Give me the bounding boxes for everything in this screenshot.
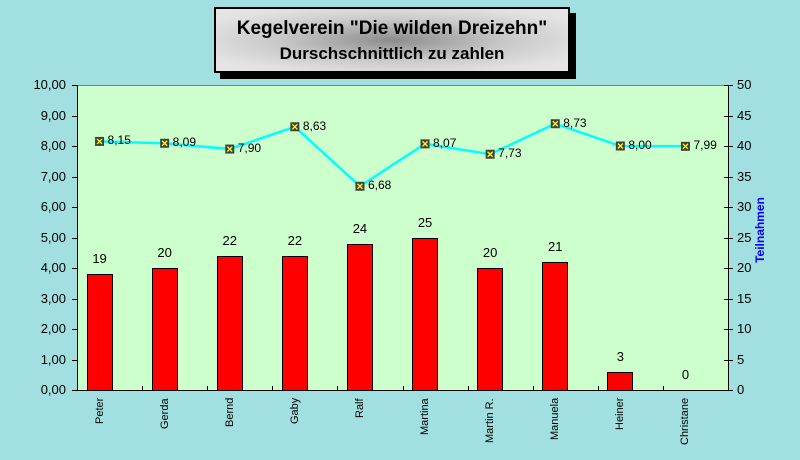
x-axis-tick [272, 386, 274, 390]
line-value-label: 6,68 [367, 178, 392, 193]
left-axis-tick [72, 176, 77, 178]
x-axis-tick [467, 386, 469, 390]
line-value-label: 7,73 [498, 146, 522, 161]
x-axis-tick [207, 386, 209, 390]
line-value-label: 7,99 [693, 138, 717, 153]
left-axis-label: 4,00 [40, 260, 66, 275]
x-axis-tick [532, 386, 534, 390]
left-axis-tick [72, 359, 77, 361]
bar-value-label: 25 [417, 214, 433, 230]
bar [216, 255, 243, 391]
right-axis-label: 30 [737, 199, 752, 214]
plot-area [77, 85, 728, 391]
bar [542, 261, 569, 391]
bar-value-label: 21 [548, 238, 563, 254]
line-value-label: 7,90 [237, 141, 262, 156]
left-axis-label: 5,00 [40, 229, 66, 245]
bar-value-label: 0 [681, 367, 690, 382]
left-axis-tick [72, 85, 77, 86]
right-axis-label: 15 [737, 290, 752, 306]
left-axis-tick [72, 329, 77, 330]
bar [477, 268, 504, 391]
right-axis-label: 35 [737, 168, 752, 184]
line-value-label: 8,15 [107, 133, 131, 148]
right-axis-label: 5 [737, 351, 745, 367]
bar-value-label: 22 [287, 232, 303, 248]
right-axis-label: 40 [737, 138, 752, 153]
left-axis-label: 0,00 [40, 382, 66, 397]
right-axis-tick [724, 237, 733, 239]
right-axis-tick [724, 146, 733, 147]
line-value-label: 8,73 [563, 115, 587, 130]
right-axis-tick [724, 359, 733, 361]
left-axis-label: 1,00 [40, 351, 66, 367]
x-axis-tick [337, 386, 339, 390]
bar-value-label: 3 [616, 348, 624, 364]
right-axis-label: 45 [737, 107, 752, 123]
bar [412, 237, 439, 391]
left-axis-label: 8,00 [40, 138, 66, 153]
left-axis-label: 7,00 [40, 168, 66, 184]
left-axis-tick [72, 115, 77, 117]
left-y-axis [77, 85, 78, 391]
right-axis-label: 0 [737, 382, 745, 397]
line-value-label: 8,00 [628, 138, 652, 152]
right-axis-tick [724, 115, 733, 117]
right-axis-tick [724, 268, 733, 269]
left-axis-tick [72, 146, 77, 147]
right-axis-tick [724, 207, 733, 208]
x-axis-tick [597, 386, 599, 390]
right-axis-label: 50 [737, 77, 752, 92]
chart-title-box: Kegelverein "Die wilden Dreizehn" Dursch… [214, 7, 570, 73]
line-value-label: 8,63 [302, 118, 327, 133]
x-axis-tick [142, 386, 144, 390]
x-axis-tick [402, 386, 404, 390]
bar-value-label: 22 [222, 232, 237, 248]
bar-value-label: 19 [92, 251, 107, 267]
bar [86, 274, 113, 391]
bar [607, 371, 634, 391]
left-axis-tick [72, 390, 77, 391]
left-axis-tick [72, 268, 77, 269]
bar [346, 243, 373, 391]
left-axis-tick [72, 298, 77, 300]
chart-title: Kegelverein "Die wilden Dreizehn" [236, 18, 548, 39]
bar [281, 255, 308, 391]
line-value-label: 8,09 [172, 135, 196, 150]
right-axis-tick [724, 298, 733, 300]
bar-value-label: 20 [482, 245, 498, 260]
x-axis [77, 390, 729, 391]
right-axis-label: 20 [737, 260, 752, 275]
left-axis-label: 9,00 [40, 107, 66, 123]
right-axis-tick [724, 176, 733, 178]
bar [151, 268, 178, 391]
chart-subtitle: Durschschnittlich zu zahlen [279, 44, 505, 63]
left-axis-label: 2,00 [40, 321, 66, 336]
x-axis-tick [662, 386, 664, 390]
right-axis-tick [724, 329, 733, 330]
line-value-label: 8,07 [433, 135, 457, 150]
left-axis-label: 10,00 [33, 77, 66, 92]
right-axis-label: 25 [737, 229, 752, 245]
right-axis-label: 10 [737, 321, 752, 336]
bar-value-label: 20 [157, 245, 172, 260]
left-axis-label: 3,00 [40, 290, 66, 306]
left-axis-tick [72, 237, 77, 239]
left-axis-tick [72, 207, 77, 208]
right-axis-tick [724, 85, 733, 86]
left-axis-label: 6,00 [40, 199, 66, 214]
bar-value-label: 24 [352, 220, 368, 236]
right-axis-tick [724, 390, 733, 391]
